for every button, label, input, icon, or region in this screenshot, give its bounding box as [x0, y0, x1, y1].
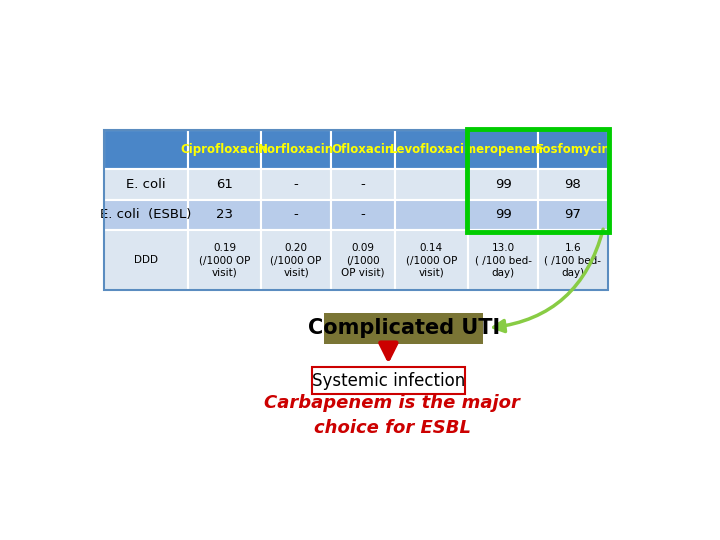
Bar — [331, 168, 395, 200]
Bar — [188, 200, 261, 231]
Text: 23: 23 — [216, 208, 233, 221]
Text: -: - — [294, 178, 299, 191]
Text: 99: 99 — [495, 208, 511, 221]
Bar — [188, 168, 261, 200]
Text: 0.19
(/1000 OP
visit): 0.19 (/1000 OP visit) — [199, 243, 250, 278]
Text: -: - — [361, 178, 365, 191]
Bar — [331, 130, 395, 168]
Bar — [395, 231, 468, 291]
Text: -: - — [294, 208, 299, 221]
Bar — [261, 130, 331, 168]
Text: Fosfomycin: Fosfomycin — [536, 143, 611, 156]
Text: meropenem: meropenem — [464, 143, 542, 156]
Text: E. coli: E. coli — [126, 178, 166, 191]
Text: 98: 98 — [564, 178, 581, 191]
Text: -: - — [361, 208, 365, 221]
Bar — [538, 231, 608, 291]
Bar — [395, 130, 468, 168]
Bar — [538, 168, 608, 200]
Text: Ofloxacin: Ofloxacin — [332, 143, 394, 156]
Text: 0.20
(/1000 OP
visit): 0.20 (/1000 OP visit) — [271, 243, 322, 278]
Bar — [325, 313, 483, 343]
Text: 61: 61 — [216, 178, 233, 191]
Bar — [538, 130, 608, 168]
Text: Systemic infection: Systemic infection — [312, 372, 465, 389]
Text: Levofloxacin: Levofloxacin — [390, 143, 473, 156]
Bar — [261, 168, 331, 200]
Text: 97: 97 — [564, 208, 581, 221]
Bar — [331, 200, 395, 231]
Text: 99: 99 — [495, 178, 511, 191]
Text: 13.0
( /100 bed-
day): 13.0 ( /100 bed- day) — [474, 243, 531, 278]
Bar — [188, 231, 261, 291]
Bar — [468, 200, 538, 231]
Bar — [104, 231, 188, 291]
Bar — [468, 231, 538, 291]
Text: Carbapenem is the major
choice for ESBL: Carbapenem is the major choice for ESBL — [264, 394, 520, 437]
Text: 0.09
(/1000
OP visit): 0.09 (/1000 OP visit) — [341, 243, 384, 278]
Bar — [188, 130, 261, 168]
Bar — [468, 130, 538, 168]
Text: E. coli  (ESBL): E. coli (ESBL) — [100, 208, 192, 221]
Text: Norfloxacin: Norfloxacin — [258, 143, 334, 156]
Bar — [104, 200, 188, 231]
Text: Complicated UTI: Complicated UTI — [308, 318, 500, 338]
Bar — [331, 231, 395, 291]
Bar — [395, 200, 468, 231]
Bar — [104, 168, 188, 200]
Text: 1.6
( /100 bed-
day): 1.6 ( /100 bed- day) — [544, 243, 601, 278]
Bar — [104, 130, 188, 168]
Bar — [104, 130, 608, 291]
Text: Ciprofloxacin: Ciprofloxacin — [181, 143, 268, 156]
Bar — [467, 129, 609, 232]
Bar — [468, 168, 538, 200]
Text: DDD: DDD — [134, 255, 158, 265]
Bar — [261, 231, 331, 291]
Bar — [395, 168, 468, 200]
Bar — [261, 200, 331, 231]
Bar — [312, 367, 465, 394]
Text: 0.14
(/1000 OP
visit): 0.14 (/1000 OP visit) — [405, 243, 457, 278]
Bar — [538, 200, 608, 231]
